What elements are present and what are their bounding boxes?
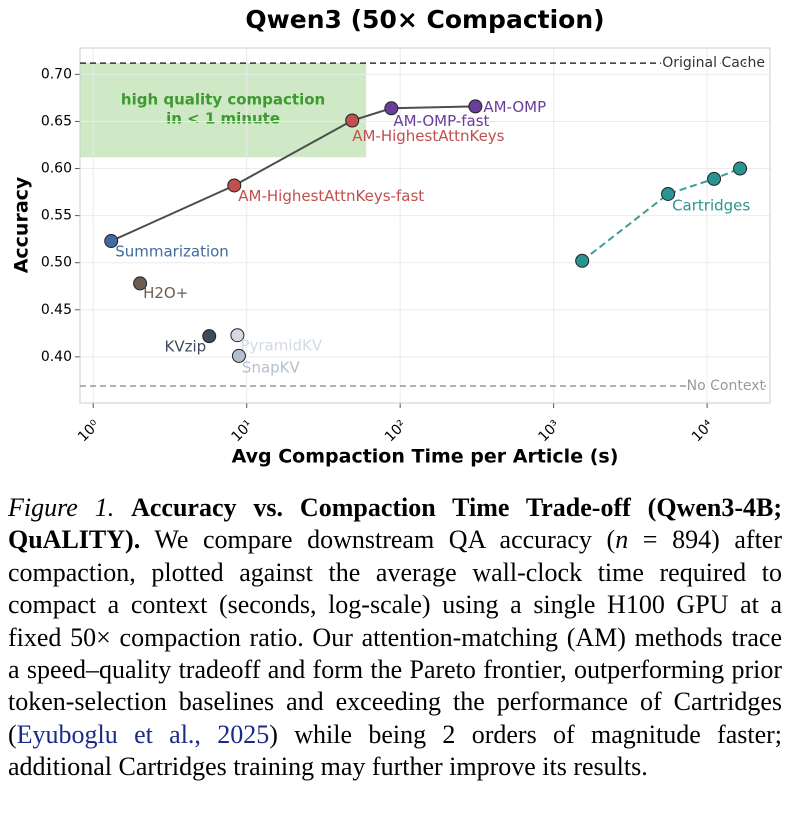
x-axis-label: Avg Compaction Time per Article (s) [232, 446, 619, 468]
x-tick-label: 10² [382, 417, 410, 445]
data-point [231, 348, 246, 363]
y-tick-label: 0.45 [41, 302, 72, 318]
shaded-region [80, 63, 367, 158]
y-tick-label: 0.60 [41, 161, 72, 177]
y-tick-label: 0.65 [41, 113, 72, 129]
point-label: Summarization [115, 243, 229, 261]
caption-label: Figure 1. [8, 493, 115, 522]
caption-text: ) while being 2 orders of magnitude fast… [8, 719, 783, 782]
data-point [384, 101, 399, 116]
point-label: AM-HighestAttnKeys [352, 127, 504, 145]
reference-label: No Context [687, 378, 766, 394]
region-label: high quality compaction [121, 91, 325, 109]
data-point [133, 276, 148, 291]
data-point [202, 329, 217, 344]
caption-text: = 894) after compaction, plotted against… [8, 525, 782, 749]
x-tick-label: 10⁰ [75, 417, 103, 445]
point-label: PyramidKV [240, 337, 322, 355]
x-tick-label: 10¹ [228, 417, 256, 445]
data-point [661, 186, 676, 201]
citation-link[interactable]: Eyuboglu et al., 2025 [16, 719, 270, 749]
region-label: in < 1 minute [166, 110, 280, 128]
point-label: KVzip [165, 338, 207, 356]
y-tick-label: 0.55 [41, 208, 72, 224]
data-point [227, 178, 242, 193]
series-line [581, 167, 741, 262]
data-point [468, 99, 483, 114]
data-point [575, 253, 590, 268]
caption-math: n [615, 525, 629, 555]
y-tick-label: 0.40 [41, 349, 72, 365]
chart-title: Qwen3 (50× Compaction) [245, 5, 604, 34]
caption-text: We compare downstream QA accuracy ( [154, 525, 616, 555]
point-label: SnapKV [242, 358, 301, 376]
data-point [345, 113, 360, 128]
point-label: Cartridges [672, 196, 750, 214]
data-point [733, 161, 748, 176]
data-point [104, 234, 119, 249]
point-label: H2O+ [143, 284, 188, 302]
data-point [707, 171, 722, 186]
point-label: AM-OMP-fast [393, 112, 489, 130]
figure-caption: Figure 1. Accuracy vs. Compaction Time T… [8, 492, 782, 784]
point-label: AM-OMP [483, 98, 546, 116]
y-tick-label: 0.50 [41, 255, 72, 271]
y-tick-label: 0.70 [41, 66, 72, 82]
data-point [230, 328, 245, 343]
caption-title: Accuracy vs. Compaction Time Trade-off (… [8, 493, 782, 555]
point-label: AM-HighestAttnKeys-fast [238, 187, 424, 205]
plot-frame [79, 47, 771, 404]
chart: Qwen3 (50× Compaction) Avg Compaction Ti… [11, 5, 771, 468]
reference-label: Original Cache [662, 55, 765, 71]
x-tick-label: 10⁴ [689, 417, 717, 445]
x-tick-label: 10³ [535, 417, 563, 445]
y-axis-label: Accuracy [11, 176, 33, 273]
